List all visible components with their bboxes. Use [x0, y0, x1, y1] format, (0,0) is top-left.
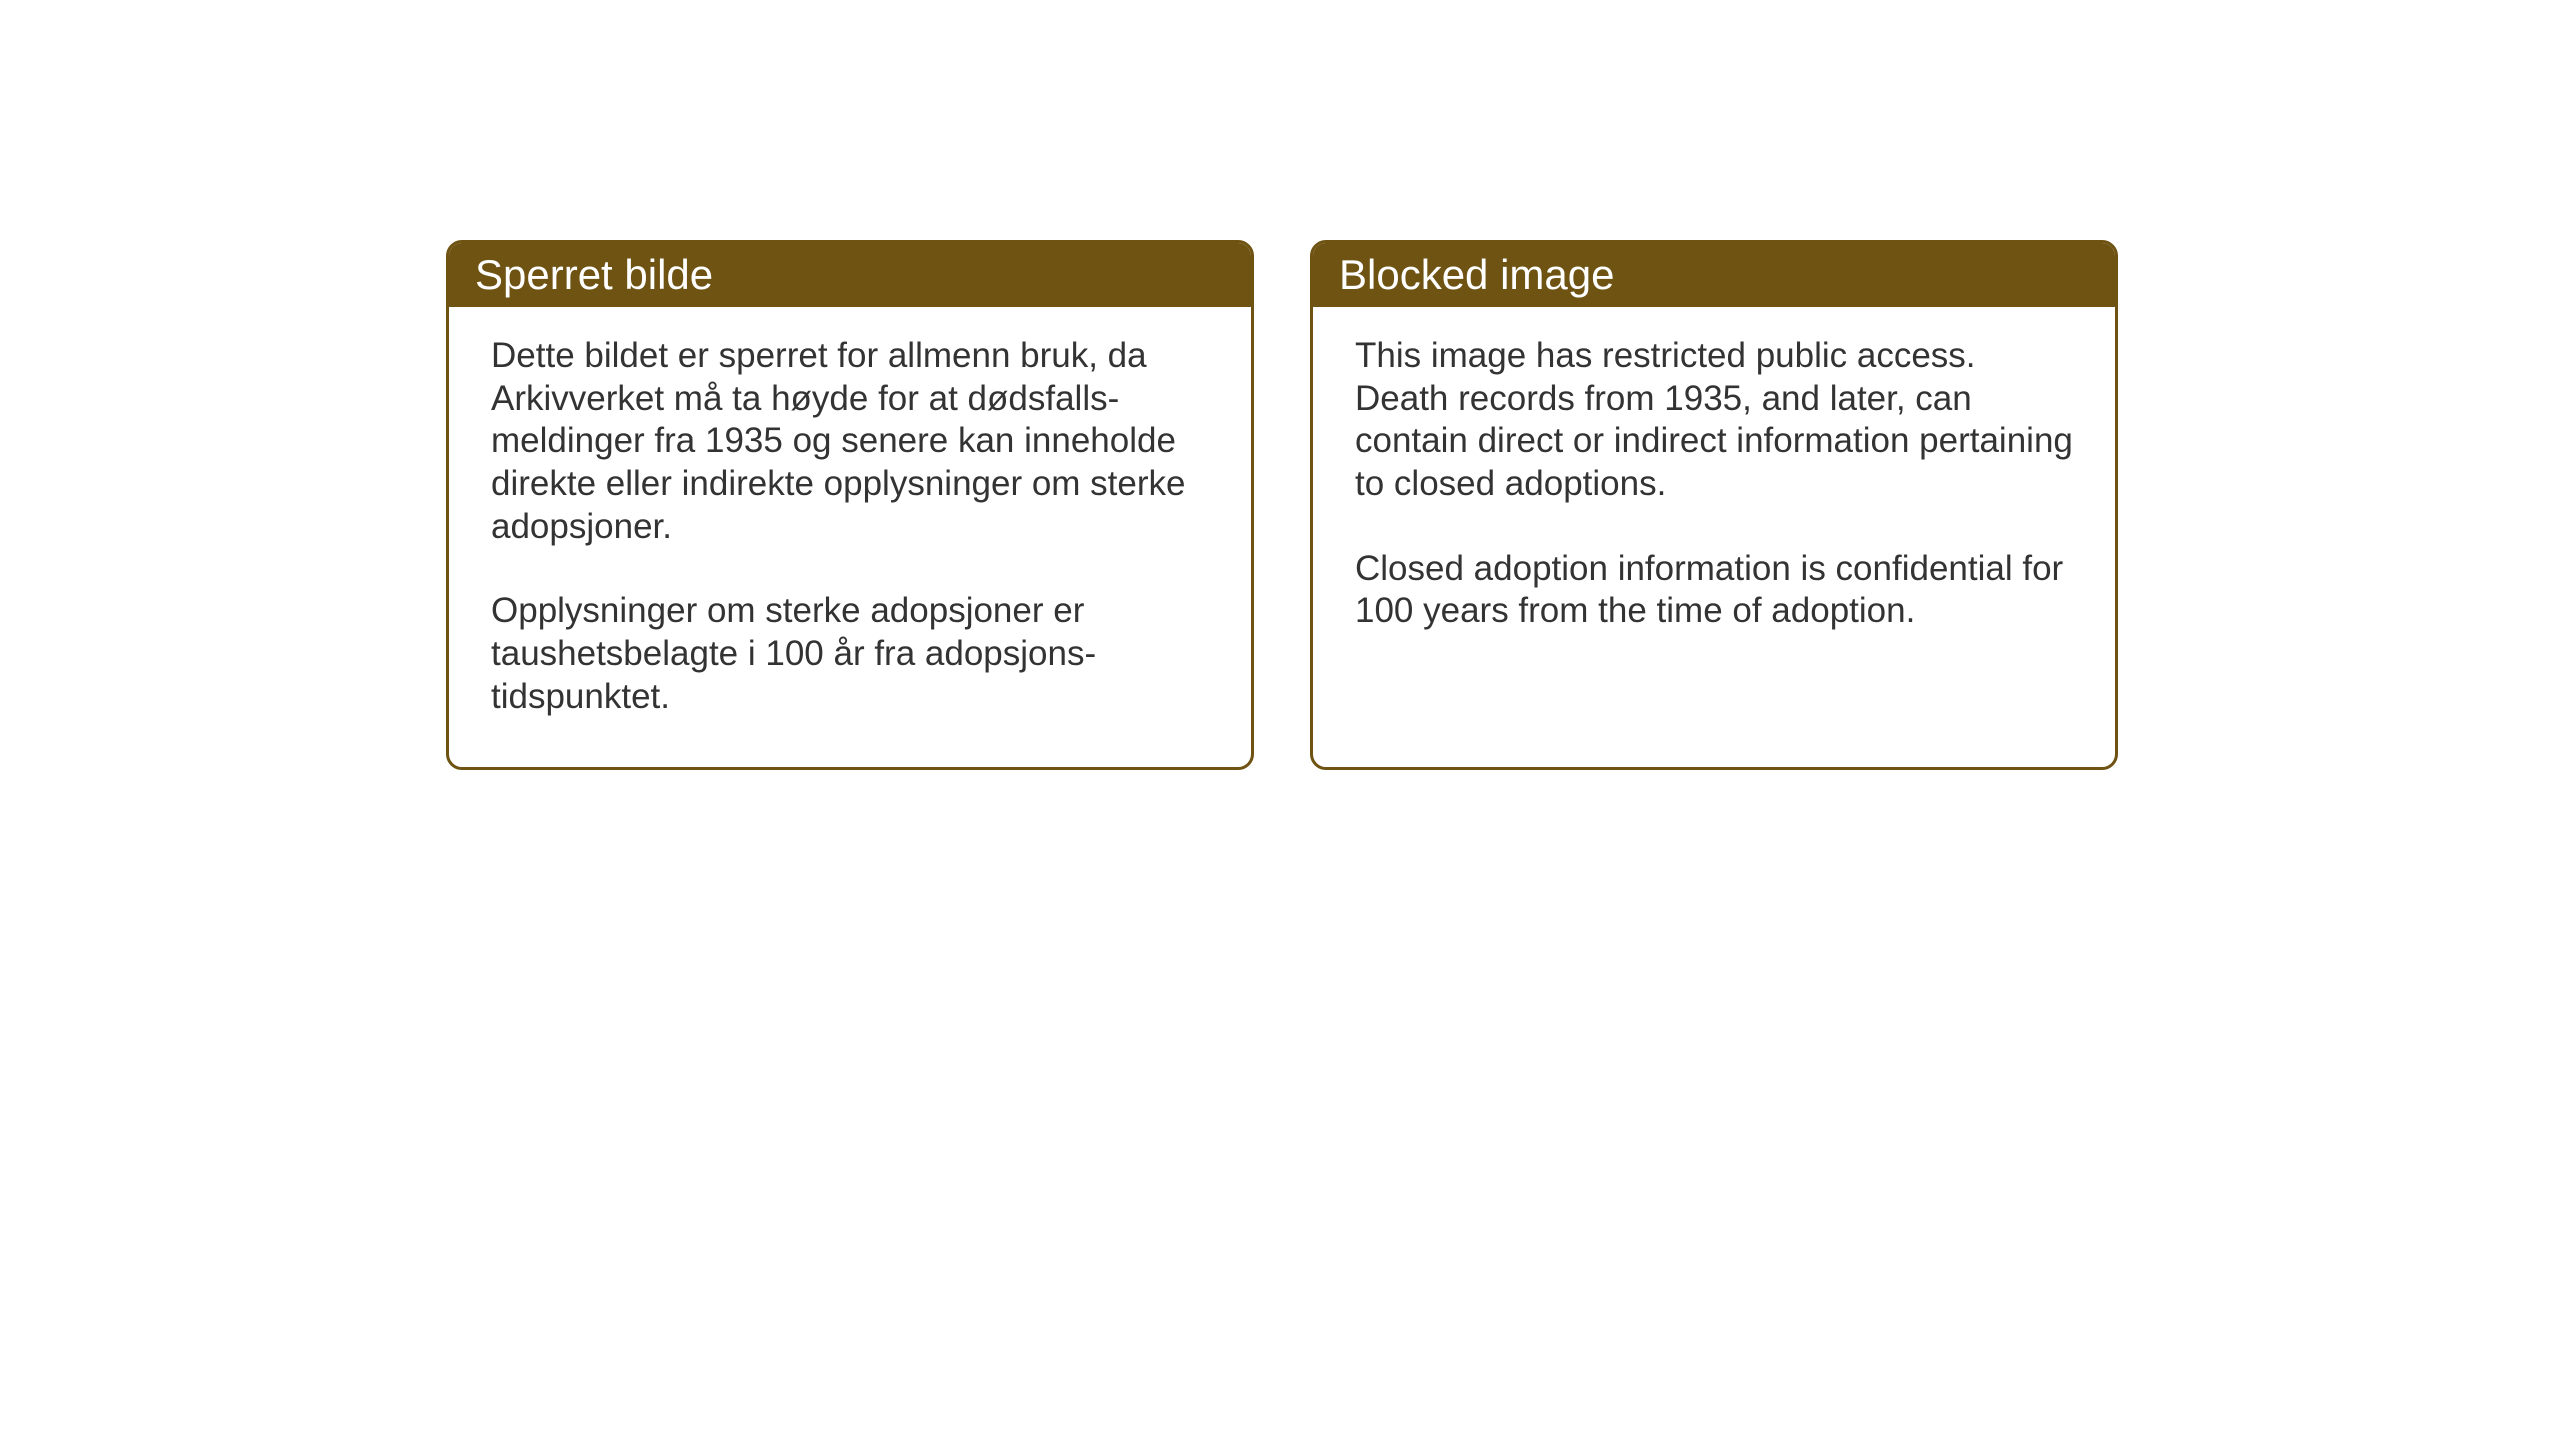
notice-paragraph: This image has restricted public access.… — [1355, 335, 2073, 506]
notice-container: Sperret bilde Dette bildet er sperret fo… — [446, 240, 2118, 770]
notice-paragraph: Opplysninger om sterke adopsjoner er tau… — [491, 590, 1209, 718]
notice-body-english: This image has restricted public access.… — [1313, 307, 2115, 681]
notice-box-english: Blocked image This image has restricted … — [1310, 240, 2118, 770]
notice-header-norwegian: Sperret bilde — [449, 243, 1251, 307]
notice-body-norwegian: Dette bildet er sperret for allmenn bruk… — [449, 307, 1251, 767]
notice-header-english: Blocked image — [1313, 243, 2115, 307]
notice-box-norwegian: Sperret bilde Dette bildet er sperret fo… — [446, 240, 1254, 770]
notice-paragraph: Dette bildet er sperret for allmenn bruk… — [491, 335, 1209, 548]
notice-paragraph: Closed adoption information is confident… — [1355, 548, 2073, 633]
